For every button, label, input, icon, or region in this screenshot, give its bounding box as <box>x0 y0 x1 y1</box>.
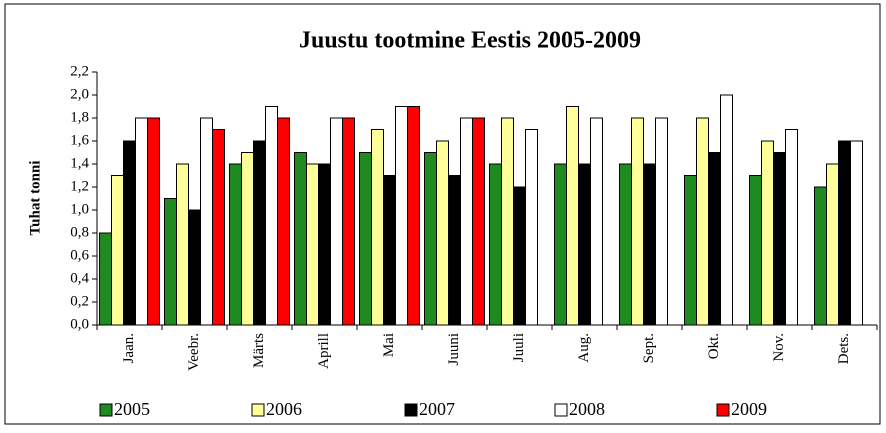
legend-label: 2007 <box>419 399 455 419</box>
legend-label: 2008 <box>569 399 605 419</box>
bar <box>294 152 307 326</box>
x-tick-label: Sept. <box>641 333 657 363</box>
bar <box>814 186 827 326</box>
legend-label: 2005 <box>114 399 150 419</box>
bar <box>342 117 355 326</box>
bar <box>643 163 656 326</box>
bar <box>212 129 225 326</box>
bar <box>590 117 603 326</box>
legend-swatch <box>251 403 265 417</box>
x-tick-label: Nov. <box>771 333 787 362</box>
x-tick-label: Aug. <box>576 333 592 363</box>
bar <box>619 163 632 326</box>
bar <box>838 140 851 326</box>
bar <box>318 163 331 326</box>
bar <box>188 209 201 326</box>
bar <box>684 175 697 326</box>
x-tick-label: Märts <box>251 333 267 368</box>
bar <box>489 163 502 326</box>
y-tick-label: 1,0 <box>70 201 89 217</box>
y-tick-label: 1,4 <box>70 155 89 171</box>
bar <box>135 117 148 326</box>
bar <box>99 232 112 326</box>
bar <box>424 152 437 326</box>
y-tick-label: 1,2 <box>70 178 89 194</box>
x-tick-label: Okt. <box>706 333 722 359</box>
bar <box>501 117 514 326</box>
y-axis-label: Tuhat tonni <box>27 161 43 236</box>
y-tick-label: 1,6 <box>70 132 89 148</box>
x-tick-label: Jaan. <box>121 333 137 363</box>
bar <box>513 186 526 326</box>
legend-swatch <box>554 403 568 417</box>
legend-swatch <box>404 403 418 417</box>
bar <box>395 106 408 326</box>
bar <box>241 152 254 326</box>
x-tick-label: Veebr. <box>186 333 202 371</box>
x-tick-label: Juuli <box>511 333 527 362</box>
bar <box>578 163 591 326</box>
bar <box>436 140 449 326</box>
bar <box>111 175 124 326</box>
y-tick-label: 0,6 <box>70 247 89 263</box>
bar <box>123 140 136 326</box>
bar <box>773 152 786 326</box>
bar <box>277 117 290 326</box>
bar <box>200 117 213 326</box>
bar <box>383 175 396 326</box>
bar <box>566 106 579 326</box>
bar <box>655 117 668 326</box>
bar <box>785 129 798 326</box>
bar <box>253 140 266 326</box>
bar <box>720 94 733 326</box>
bar <box>229 163 242 326</box>
y-tick-label: 0,0 <box>70 316 89 332</box>
legend-label: 2006 <box>266 399 302 419</box>
bar <box>176 163 189 326</box>
y-tick-label: 0,8 <box>70 224 89 240</box>
bar <box>472 117 485 326</box>
bar <box>708 152 721 326</box>
bar <box>448 175 461 326</box>
legend-swatch <box>99 403 113 417</box>
bar <box>371 129 384 326</box>
bar <box>761 140 774 326</box>
bar <box>407 106 420 326</box>
bar <box>826 163 839 326</box>
bar <box>359 152 372 326</box>
x-tick-label: Dets. <box>836 333 852 364</box>
bar <box>749 175 762 326</box>
bar <box>850 140 863 326</box>
x-tick-label: Aprill <box>316 333 332 369</box>
x-tick-label: Mai <box>381 333 397 357</box>
bar <box>525 129 538 326</box>
bar <box>460 117 473 326</box>
y-tick-label: 0,4 <box>70 270 89 286</box>
bar <box>147 117 160 326</box>
bar <box>330 117 343 326</box>
y-tick-label: 2,0 <box>70 86 89 102</box>
bar <box>631 117 644 326</box>
x-tick-label: Juuni <box>446 333 462 366</box>
legend-label: 2009 <box>731 399 767 419</box>
y-tick-label: 0,2 <box>70 293 89 309</box>
chart-title: Juustu tootmine Eestis 2005-2009 <box>299 28 641 54</box>
y-tick-label: 1,8 <box>70 109 89 125</box>
bar <box>265 106 278 326</box>
bar <box>554 163 567 326</box>
bar <box>696 117 709 326</box>
bar <box>164 198 177 326</box>
legend-swatch <box>716 403 730 417</box>
y-tick-label: 2,2 <box>70 63 89 79</box>
bar <box>306 163 319 326</box>
